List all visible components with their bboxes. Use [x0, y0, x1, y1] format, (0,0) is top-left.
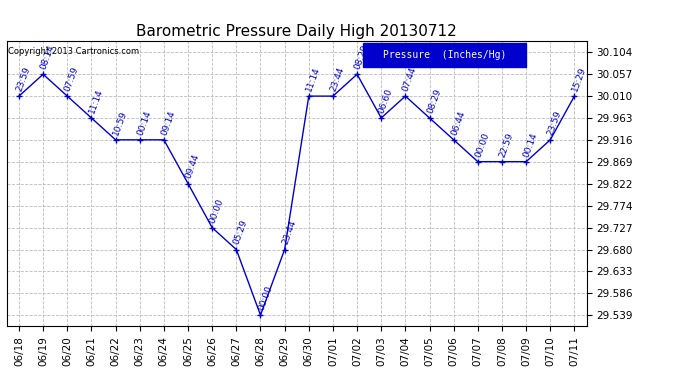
Text: 23:44: 23:44 [281, 219, 297, 246]
Text: 00:14: 00:14 [522, 131, 540, 158]
Text: Pressure  (Inches/Hg): Pressure (Inches/Hg) [383, 50, 506, 60]
Text: 00:00: 00:00 [208, 197, 226, 224]
Text: 10:59: 10:59 [112, 109, 129, 136]
Text: 08:14: 08:14 [39, 44, 57, 71]
Text: 23:59: 23:59 [15, 65, 32, 93]
Text: 23:59: 23:59 [546, 109, 564, 136]
Title: Barometric Pressure Daily High 20130712: Barometric Pressure Daily High 20130712 [137, 24, 457, 39]
Text: 00:00: 00:00 [257, 284, 274, 312]
Text: 05:29: 05:29 [233, 219, 250, 246]
Text: 07:44: 07:44 [402, 66, 419, 93]
Text: 08:29: 08:29 [426, 87, 443, 114]
Text: 23:44: 23:44 [329, 66, 346, 93]
Text: 09:14: 09:14 [160, 109, 177, 136]
Text: Copyright 2013 Cartronics.com: Copyright 2013 Cartronics.com [8, 47, 139, 56]
Text: 06:60: 06:60 [377, 87, 395, 114]
Text: 15:29: 15:29 [571, 65, 588, 93]
Text: 11:14: 11:14 [88, 87, 105, 114]
Text: 06:44: 06:44 [450, 109, 467, 136]
Bar [364, 43, 526, 67]
Text: 00:00: 00:00 [474, 131, 491, 158]
Text: 11:14: 11:14 [305, 65, 322, 93]
Text: 00:14: 00:14 [136, 109, 153, 136]
Text: 07:59: 07:59 [63, 65, 81, 93]
Text: 08:29: 08:29 [353, 44, 371, 71]
Text: 09:44: 09:44 [184, 153, 201, 180]
Text: 22:59: 22:59 [498, 131, 515, 158]
